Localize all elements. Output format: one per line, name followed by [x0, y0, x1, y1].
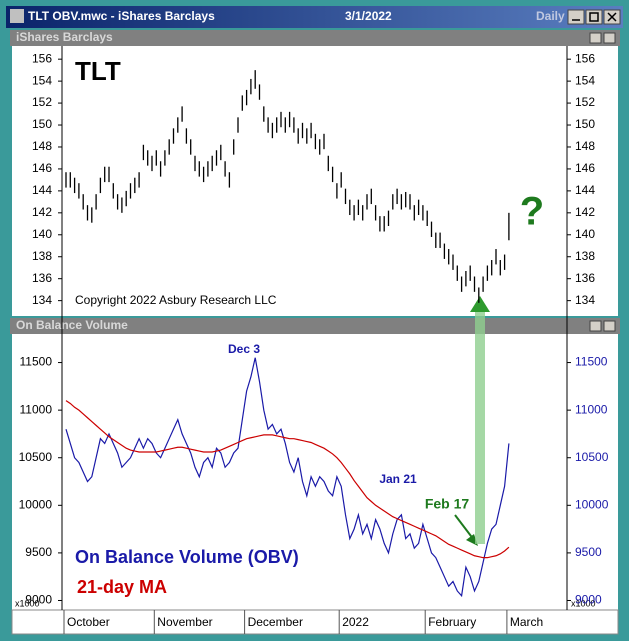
y-tick-label: 9500	[575, 545, 602, 559]
series-line	[65, 400, 510, 559]
price-panel	[12, 46, 618, 316]
y-tick-label: 140	[575, 227, 595, 241]
y-tick-label: 154	[32, 73, 52, 87]
y-tick-label: 10500	[575, 450, 609, 464]
copyright: Copyright 2022 Asbury Research LLC	[75, 293, 277, 307]
arrow	[454, 514, 475, 541]
y-tick-label: 154	[575, 73, 595, 87]
panel-title: On Balance Volume	[16, 318, 128, 332]
y-tick-label: 152	[575, 95, 595, 109]
y-tick-label: 10000	[19, 497, 53, 511]
y-tick-label: 11500	[20, 355, 53, 369]
question-mark: ?	[520, 190, 544, 234]
y-tick-label: 140	[32, 227, 52, 241]
window-title: TLT OBV.mwc - iShares Barclays	[28, 9, 215, 23]
y-tick-label: 9000	[575, 593, 602, 607]
window-buttons[interactable]	[567, 9, 621, 25]
maximize-button[interactable]	[585, 9, 603, 25]
y-tick-label: 134	[32, 293, 52, 307]
x-axis-strip	[11, 609, 619, 635]
y-tick-label: 136	[32, 271, 52, 285]
y-tick-label: 148	[575, 139, 595, 153]
y-tick-label: 150	[32, 117, 52, 131]
title-bar	[6, 6, 623, 28]
arrow-head	[470, 296, 490, 312]
y-tick-label: 138	[575, 249, 595, 263]
y-tick-label: 11500	[575, 355, 608, 369]
x-tick-label: February	[428, 615, 476, 629]
unit-label: x1000	[15, 598, 40, 608]
panel-header	[10, 318, 620, 334]
window-period: Daily	[536, 9, 565, 23]
minimize-button[interactable]	[567, 9, 585, 25]
x-tick-label: March	[510, 615, 543, 629]
ticker-label: TLT	[75, 56, 121, 86]
y-tick-label: 144	[575, 183, 595, 197]
legend-entry: On Balance Volume (OBV)	[75, 547, 299, 567]
y-tick-label: 146	[32, 161, 52, 175]
y-tick-label: 142	[32, 205, 52, 219]
y-tick-label: 134	[575, 293, 595, 307]
y-tick-label: 146	[575, 161, 595, 175]
panel-title: iShares Barclays	[16, 30, 113, 44]
y-tick-label: 142	[575, 205, 595, 219]
y-tick-label: 9000	[25, 593, 52, 607]
y-tick-label: 9500	[25, 545, 52, 559]
x-tick-label: 2022	[342, 615, 369, 629]
y-tick-label: 156	[575, 51, 595, 65]
y-tick-label: 10000	[575, 497, 609, 511]
window-date: 3/1/2022	[345, 9, 392, 23]
obv-panel	[12, 334, 618, 610]
y-tick-label: 136	[575, 271, 595, 285]
x-tick-label: November	[157, 615, 212, 629]
y-tick-label: 148	[32, 139, 52, 153]
annotation: Dec 3	[228, 342, 260, 356]
x-tick-label: December	[248, 615, 303, 629]
y-tick-label: 152	[32, 95, 52, 109]
y-tick-label: 11000	[20, 402, 53, 416]
annotation: Jan 21	[379, 472, 417, 486]
y-tick-label: 10500	[19, 450, 53, 464]
series-line	[65, 357, 510, 598]
vertical-arrow	[475, 310, 485, 544]
x-tick-label: October	[67, 615, 110, 629]
annotation: Feb 17	[425, 496, 470, 512]
y-tick-label: 138	[32, 249, 52, 263]
panel-header	[10, 30, 620, 46]
y-tick-label: 11000	[575, 402, 608, 416]
y-tick-label: 144	[32, 183, 52, 197]
y-tick-label: 150	[575, 117, 595, 131]
unit-label: x1000	[571, 598, 596, 608]
app-icon	[10, 9, 24, 23]
y-tick-label: 156	[32, 51, 52, 65]
legend-entry: 21-day MA	[77, 577, 167, 597]
